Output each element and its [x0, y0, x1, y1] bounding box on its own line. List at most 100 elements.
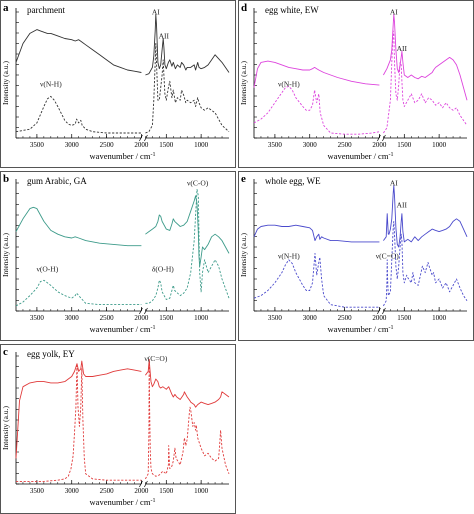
x-tick-label: 3000	[65, 141, 80, 149]
series-line-solid-right	[145, 14, 230, 76]
x-axis-label-sup: -1	[150, 325, 155, 331]
series-line-dashed-right	[383, 220, 468, 307]
annotation-label: AII	[159, 31, 170, 40]
x-axis-label-text: wavenumber / cm	[328, 151, 389, 161]
series-line-dashed-left	[15, 95, 142, 134]
x-tick-label: 1500	[159, 141, 174, 149]
annotation-label: AII	[397, 44, 408, 53]
x-tick-label: 1500	[397, 141, 412, 149]
annotation-label: ν(C-O)	[187, 179, 209, 188]
x-tick-label: 3000	[65, 314, 80, 322]
panel-letter: a	[3, 2, 9, 14]
panel-c: c egg yolk, EY 3500 3000 2500 2000 1500 1000 wav…	[0, 344, 236, 514]
panel-title: egg white, EW	[265, 5, 319, 15]
x-tick-label: 3500	[268, 141, 283, 149]
axis-break-mark	[144, 134, 148, 142]
series-line-dashed-left	[16, 363, 142, 482]
panel-title: egg yolk, EY	[27, 349, 75, 359]
panel-b: b gum Arabic, GA 3500 3000 2500 2000 1500 1000 w…	[0, 171, 236, 341]
panel-letter: c	[3, 346, 8, 358]
series-line-solid-left	[253, 224, 380, 243]
panel-title: parchment	[27, 5, 65, 15]
panel-frame	[238, 0, 474, 168]
annotation-label: ν(N-H)	[40, 79, 62, 88]
axis-break-mark	[382, 134, 386, 142]
panel-d: d egg white, EW 3500 3000 2500 2000 1500 1000 wa…	[238, 0, 474, 168]
x-tick-label: 2000	[372, 141, 387, 149]
x-tick-label: 2000	[134, 141, 149, 149]
annotation-label: AI	[390, 8, 398, 17]
panel-a: a parchment 3500 3000 2500 2000 1500 1000 wavenu…	[0, 0, 236, 168]
x-tick-label: 3000	[303, 141, 318, 149]
axis-break-mark	[139, 134, 143, 142]
series-line-dashed-left	[15, 279, 142, 307]
x-tick-label: 1000	[432, 141, 447, 149]
annotation-label: ν(O-H)	[36, 264, 58, 273]
x-tick-label: 1500	[159, 314, 174, 322]
x-tick-label: 3000	[65, 487, 80, 495]
panel-frame	[0, 344, 236, 514]
annotation-label: ν(N-H)	[278, 79, 300, 88]
annotation-label: AI	[390, 179, 398, 188]
x-axis-label: wavenumber / cm-1	[90, 324, 156, 334]
series-line-dashed-left	[253, 252, 380, 308]
series-line-dashed-right	[145, 358, 230, 480]
y-axis-label: Intensity (a.u.)	[239, 61, 248, 105]
x-tick-label: 2500	[100, 314, 115, 322]
annotation-label: δ(O-H)	[152, 264, 174, 273]
axis-break-mark	[377, 307, 381, 315]
annotation-label: ν(N-H)	[278, 252, 300, 261]
x-axis-label: wavenumber / cm-1	[90, 151, 156, 161]
series-line-dashed-right	[145, 188, 230, 304]
x-axis-label-text: wavenumber / cm	[328, 324, 389, 334]
annotation-label: ν(C=O)	[144, 354, 168, 363]
series-line-solid-left	[15, 360, 142, 459]
panel-frame	[238, 171, 474, 341]
x-axis-label-sup: -1	[388, 152, 393, 158]
x-tick-label: 2500	[100, 141, 115, 149]
x-tick-label: 2500	[338, 314, 353, 322]
y-axis-label: Intensity (a.u.)	[1, 61, 10, 105]
panel-title: gum Arabic, GA	[27, 176, 87, 186]
x-axis-label: wavenumber / cm-1	[328, 324, 394, 334]
x-tick-label: 3500	[268, 314, 283, 322]
y-axis-label: Intensity (a.u.)	[239, 233, 248, 277]
x-axis-label-sup: -1	[150, 152, 155, 158]
x-tick-label: 3500	[30, 314, 45, 322]
x-axis-label: wavenumber / cm-1	[90, 497, 156, 507]
panel-frame	[0, 0, 236, 168]
panel-letter: e	[241, 173, 246, 185]
axis-break-mark	[382, 307, 386, 315]
panel-title: whole egg, WE	[265, 176, 321, 186]
x-axis-label-sup: -1	[388, 325, 393, 331]
y-axis-label: Intensity (a.u.)	[1, 406, 10, 450]
x-tick-label: 2000	[134, 487, 149, 495]
x-tick-label: 2000	[134, 314, 149, 322]
axis-break-mark	[144, 480, 148, 488]
series-line-dashed-right	[145, 43, 230, 134]
x-tick-label: 2000	[372, 314, 387, 322]
x-axis-label-text: wavenumber / cm	[90, 497, 151, 507]
series-line-solid-right	[383, 14, 468, 101]
x-tick-label: 3500	[30, 487, 45, 495]
axis-break-mark	[139, 480, 143, 488]
x-tick-label: 1500	[159, 487, 174, 495]
x-tick-label: 1000	[194, 487, 209, 495]
series-line-solid-left	[253, 60, 380, 88]
annotation-label: AI	[152, 8, 160, 17]
series-line-solid-left	[15, 29, 142, 73]
x-tick-label: 2500	[338, 141, 353, 149]
x-tick-label: 1000	[194, 141, 209, 149]
panel-e: e whole egg, WE 3500 3000 2500 2000 1500 1000 wa…	[238, 171, 474, 341]
x-tick-label: 2500	[100, 487, 115, 495]
y-axis-label: Intensity (a.u.)	[1, 233, 10, 277]
panel-letter: d	[241, 2, 247, 14]
x-axis-label-text: wavenumber / cm	[90, 324, 151, 334]
axis-break-mark	[144, 307, 148, 315]
x-tick-label: 1500	[397, 314, 412, 322]
x-tick-label: 3500	[30, 141, 45, 149]
panel-letter: b	[3, 173, 9, 185]
series-line-dashed-right	[383, 30, 468, 134]
series-line-solid-left	[15, 206, 142, 247]
